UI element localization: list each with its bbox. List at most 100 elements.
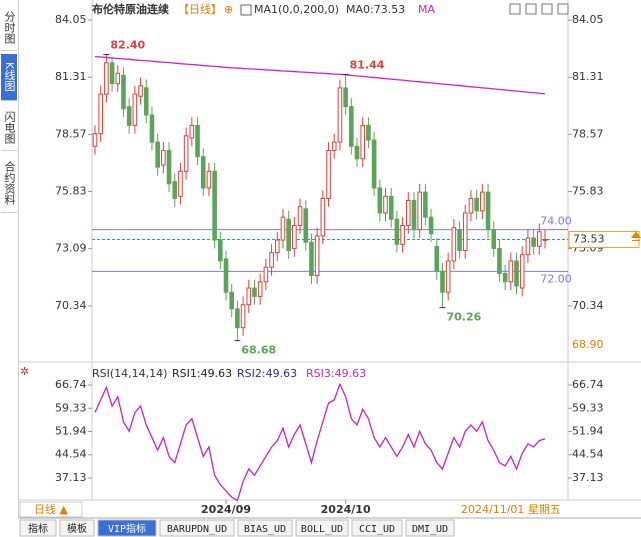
tab-timeshare[interactable]: 分时图 (1, 4, 17, 51)
candle-body (200, 156, 206, 189)
last-price: 73.53 (573, 232, 605, 245)
tab-box[interactable] (159, 519, 235, 537)
x-tick-label: 2024/09 (201, 503, 251, 516)
tab-box[interactable] (405, 519, 455, 537)
candle-body (411, 199, 417, 231)
y-tick-label: 75.83 (55, 185, 87, 198)
tab[interactable]: 指标 (28, 522, 48, 535)
candle-body (474, 197, 479, 212)
candle-body (377, 187, 383, 214)
annotation: 82.40 (110, 39, 145, 52)
candle-body (468, 197, 474, 214)
candle-body (195, 124, 200, 158)
toolbar-icons[interactable] (509, 3, 569, 15)
level-label: 72.00 (540, 272, 572, 285)
candle-body (229, 291, 235, 310)
tab-box[interactable] (97, 519, 157, 537)
candle-body (542, 238, 548, 241)
candle-body (149, 114, 155, 143)
candle-body (326, 149, 331, 199)
candle-body (440, 270, 445, 293)
annotation: 81.44 (350, 59, 385, 72)
rsi-icon[interactable]: ✲ (20, 365, 29, 378)
ma-line (94, 55, 546, 95)
period-button[interactable]: 日线 ▲ (34, 502, 68, 516)
y-tick-label: 37.13 (55, 471, 87, 484)
candle-body (485, 191, 491, 231)
candle-body (388, 195, 394, 220)
candle-body (400, 224, 405, 245)
candle-body (212, 170, 217, 241)
y-tick-label: 59.33 (572, 401, 604, 414)
candle-body (309, 241, 314, 277)
tab-box[interactable] (19, 519, 57, 537)
candle-body (349, 106, 354, 147)
tab-box[interactable] (295, 519, 349, 537)
tab[interactable]: 模板 (67, 522, 87, 535)
candle-body (525, 237, 531, 256)
y-tick-label: 59.33 (55, 401, 87, 414)
candle-body (132, 93, 138, 126)
y-tick-label: 70.34 (55, 299, 87, 312)
tab[interactable]: CCI_UD (359, 524, 395, 535)
tab-contract[interactable]: 合约资料 (1, 154, 17, 213)
candle-body (537, 231, 542, 247)
chart-title: 布伦特原油连续 (92, 2, 169, 16)
y-tick-label: 66.74 (55, 378, 87, 391)
period-button-box[interactable] (19, 501, 83, 518)
tab-kline[interactable]: K线图 (1, 54, 17, 101)
tab[interactable]: BOLL_UD (301, 524, 343, 535)
y-tick-label: 84.05 (572, 13, 604, 26)
candle-body (417, 191, 422, 231)
candle-body (235, 308, 240, 329)
candle-body (366, 124, 371, 141)
candle-body (246, 287, 252, 306)
tab-box[interactable] (59, 519, 95, 537)
ma-label: MA1(0,0,200,0) (254, 3, 339, 16)
annotation: 70.26 (446, 311, 481, 324)
y-tick-label: 84.05 (55, 13, 87, 26)
candle-body (92, 133, 98, 147)
candle-body (405, 199, 411, 226)
last-price-marker (630, 231, 641, 241)
candle-body (172, 181, 178, 199)
candle-body (462, 212, 468, 252)
candle-body (104, 62, 109, 95)
candle-body (115, 72, 121, 85)
y-tick-label: 81.31 (55, 70, 87, 83)
y-tick-label: 75.83 (572, 185, 604, 198)
tab[interactable]: VIP指标 (108, 522, 146, 535)
tab-box[interactable] (351, 519, 403, 537)
y-tick-label: 51.94 (572, 424, 604, 437)
tab-flash[interactable]: 闪电图 (1, 104, 17, 151)
annotation: 68.68 (241, 344, 276, 357)
tab-box[interactable] (237, 519, 293, 537)
current-date: 2024/11/01 星期五 (461, 503, 561, 516)
y-tick-label: 51.94 (55, 424, 87, 437)
candle-body (274, 239, 280, 254)
tab[interactable]: DMI_UD (412, 524, 448, 535)
candle-body (451, 227, 457, 262)
candle-body (126, 106, 132, 126)
candle-body (121, 74, 126, 110)
candle-body (138, 85, 143, 97)
candle-body (360, 124, 366, 160)
tab[interactable]: BARUPDN_UD (167, 524, 227, 535)
sidebar-edge (18, 0, 19, 518)
ma-icon[interactable] (240, 4, 252, 16)
add-icon[interactable]: ⊕ (224, 3, 233, 16)
candle-body (109, 62, 115, 85)
candle-body (143, 87, 149, 116)
rsi-label: RSI1:49.63 (172, 367, 232, 380)
period: 【日线】 (178, 2, 222, 16)
candle-body (354, 145, 360, 160)
tab[interactable]: BIAS_UD (244, 524, 286, 535)
candle-body (423, 191, 428, 218)
candle-body (206, 170, 212, 189)
candle-body (502, 272, 508, 283)
y-tick-label: 66.74 (572, 378, 604, 391)
candle-body (223, 258, 229, 293)
candle-body (434, 245, 440, 272)
